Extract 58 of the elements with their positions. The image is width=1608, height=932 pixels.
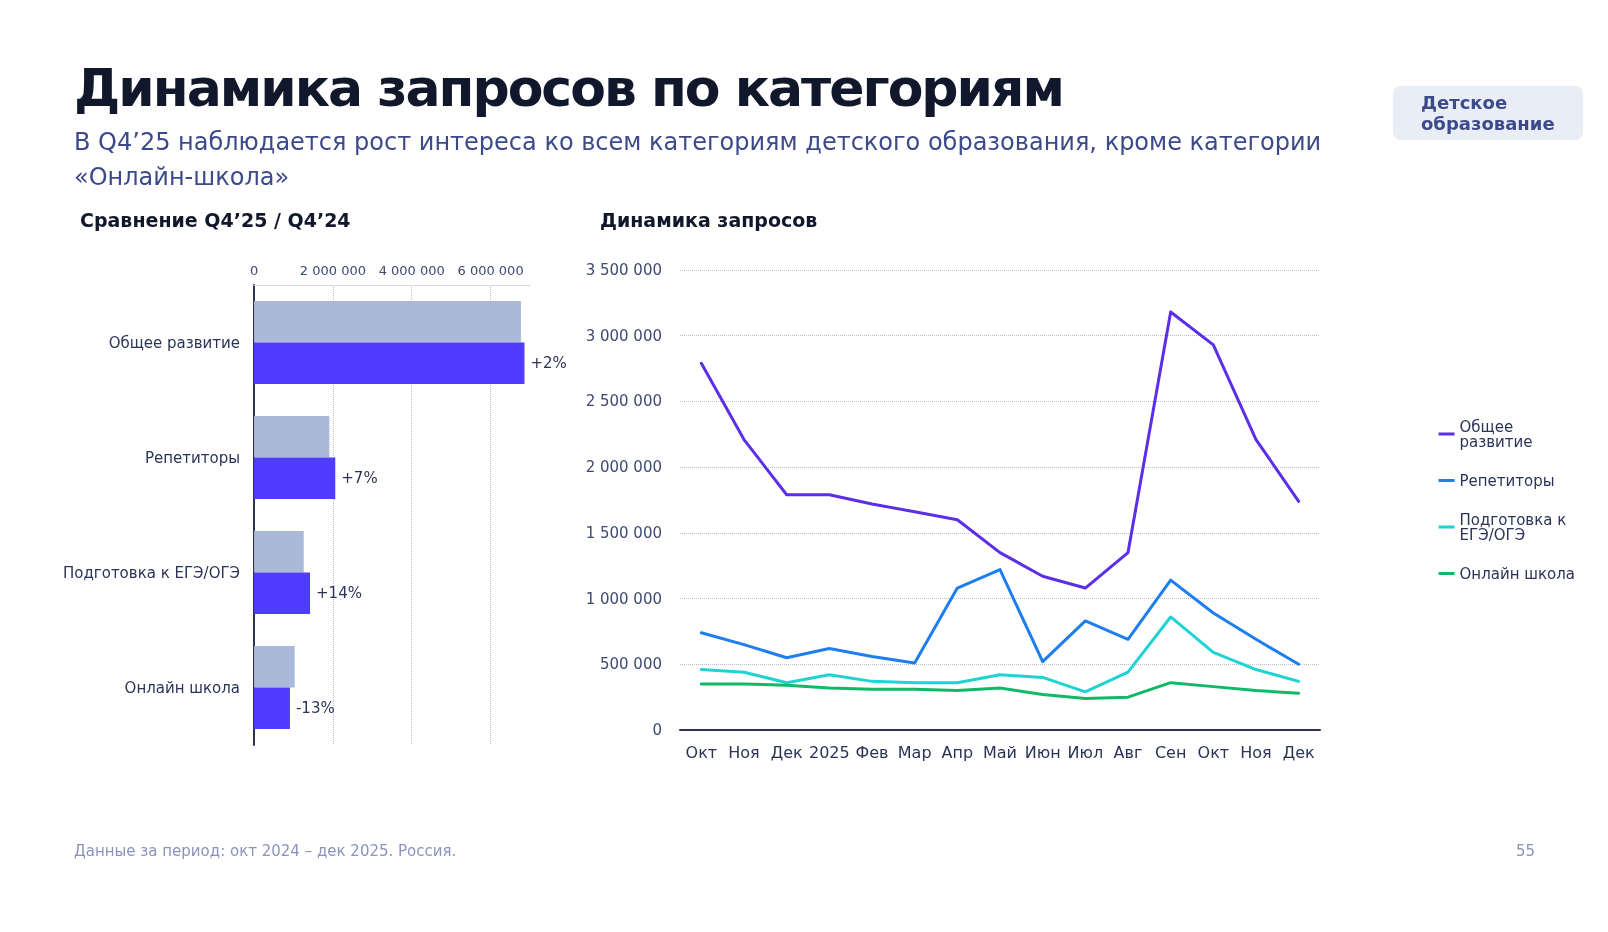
y-tick-label: 3 000 000 xyxy=(585,326,662,345)
bar xyxy=(254,687,290,729)
x-tick-label: Дек xyxy=(1282,742,1315,762)
line-series xyxy=(699,615,1301,694)
x-tick-label: Авг xyxy=(1113,742,1143,762)
y-tick-label: 0 xyxy=(652,721,662,739)
line-series xyxy=(699,568,1301,666)
text: Динамика запросов по категориям xyxy=(74,58,1063,118)
x-tick-label: 2025 xyxy=(808,742,850,762)
line-series xyxy=(699,681,1301,700)
x-tick-label: Дек xyxy=(770,742,803,762)
text: В Q4’25 наблюдается рост интереса ко всем категориям детского образования, кроме категории «Онлайн-школа» xyxy=(74,127,1323,193)
x-tick-label: Мар xyxy=(897,742,932,762)
x-tick-label: Ноя xyxy=(728,742,760,762)
chart-title: Сравнение Q4’25 / Q4’24 xyxy=(80,208,351,231)
bar xyxy=(254,457,336,499)
bar xyxy=(254,301,521,343)
y-tick-label: 2 500 000 xyxy=(585,392,662,411)
bar xyxy=(254,531,304,573)
line-series xyxy=(699,310,1301,590)
x-tick-label: Окт xyxy=(685,742,718,762)
y-tick-label: 2 000 000 xyxy=(585,458,662,477)
x-tick-label: Ноя xyxy=(1240,742,1272,762)
legend-label: Общее развитие xyxy=(1459,417,1533,451)
x-tick-label: 2 000 000 xyxy=(299,263,366,278)
y-tick-label: Онлайн школа xyxy=(124,678,241,697)
bar xyxy=(254,416,330,458)
y-tick-label: 500 000 xyxy=(599,655,662,674)
legend-label: Репетиторы xyxy=(1459,471,1555,490)
bar xyxy=(254,572,311,614)
annotation: +14% xyxy=(316,584,362,603)
annotation: +2% xyxy=(530,354,567,373)
x-tick-label: Апр xyxy=(941,742,974,762)
y-tick-label: Репетиторы xyxy=(144,448,241,467)
y-tick-label: 1 000 000 xyxy=(585,589,662,608)
x-tick-label: 4 000 000 xyxy=(378,263,445,278)
legend-label: Подготовка к ЕГЭ/ОГЭ xyxy=(1459,510,1572,544)
annotation: +7% xyxy=(341,469,378,488)
y-tick-label: Общее развитие xyxy=(108,333,241,352)
x-tick-label: Май xyxy=(982,742,1018,762)
y-tick-label: Подготовка к ЕГЭ/ОГЭ xyxy=(62,563,241,582)
text: Детское образование xyxy=(1393,86,1583,140)
text: Данные за период: окт 2024 – дек 2025. Россия. xyxy=(74,842,457,860)
text: 55 xyxy=(1516,842,1536,860)
x-tick-label: Сен xyxy=(1154,742,1187,762)
legend-label: Онлайн школа xyxy=(1459,564,1576,583)
x-tick-label: Окт xyxy=(1197,742,1230,762)
bar xyxy=(254,342,525,384)
x-tick-label: Июн xyxy=(1024,742,1061,762)
bar xyxy=(254,646,295,688)
y-tick-label: 3 500 000 xyxy=(585,261,662,279)
x-tick-label: Фев xyxy=(855,742,889,762)
x-tick-label: Июл xyxy=(1067,742,1104,762)
x-tick-label: 0 xyxy=(249,263,259,278)
y-tick-label: 1 500 000 xyxy=(585,523,662,542)
chart-title: Динамика запросов xyxy=(600,208,818,231)
annotation: -13% xyxy=(295,699,335,718)
x-tick-label: 6 000 000 xyxy=(457,263,524,278)
